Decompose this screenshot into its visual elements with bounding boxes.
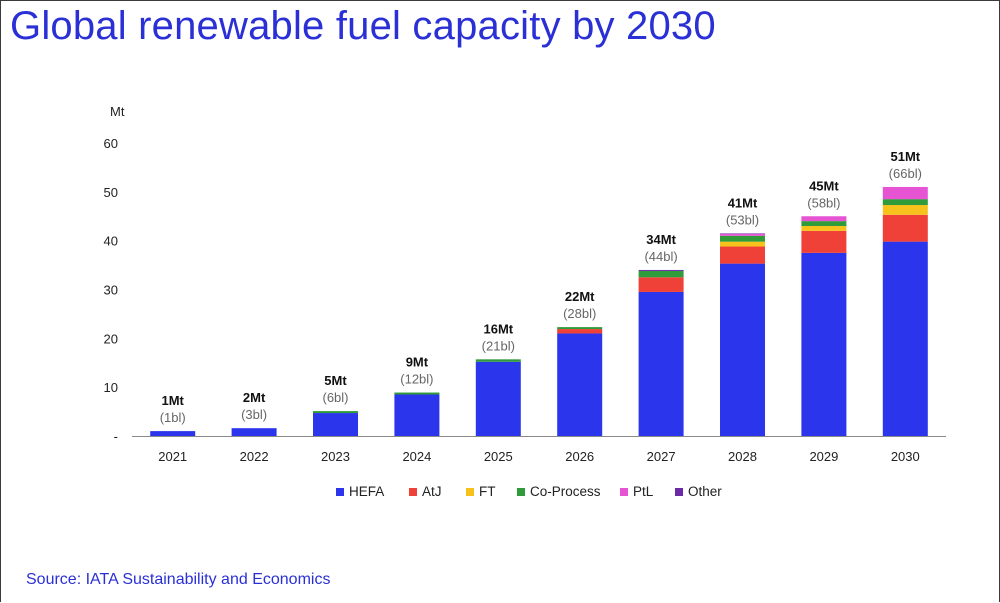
bar-total-label: 2Mt [243, 390, 266, 405]
bar-segment-atj [801, 230, 847, 253]
bar-total-label: 34Mt [646, 232, 676, 247]
bar-segment-hefa [638, 291, 684, 436]
legend: HEFA AtJ FT Co-Process PtL Other [336, 484, 722, 499]
bar-total-label: 51Mt [890, 149, 920, 164]
bars [150, 186, 928, 436]
bar-segment-hefa [557, 333, 603, 436]
x-tick-label: 2027 [647, 449, 676, 464]
legend-label: HEFA [349, 484, 384, 499]
x-tick-label: 2028 [728, 449, 757, 464]
legend-label: Other [688, 484, 722, 499]
legend-label: FT [479, 484, 496, 499]
bar-volume-label: (53bl) [726, 212, 759, 227]
data-labels: 1Mt (1bl) 2Mt (3bl) 5Mt (6bl) 9Mt (12bl) 16Mt (21… [160, 149, 922, 425]
bar-segment-atj [557, 329, 603, 334]
legend-label: Co-Process [530, 484, 601, 499]
bar-volume-label: (3bl) [241, 407, 267, 422]
y-axis: - 10 20 30 40 50 60 [104, 136, 118, 444]
bar-segment-co-process [801, 221, 847, 227]
bar-segment-co-process [394, 392, 440, 395]
bar-total-label: 45Mt [809, 178, 839, 193]
bar-segment-co-process [638, 270, 684, 278]
legend-swatch-hefa [336, 488, 344, 496]
bar-volume-label: (12bl) [400, 372, 433, 387]
x-tick-label: 2021 [158, 449, 187, 464]
bar-segment-other [720, 233, 765, 234]
bar-segment-hefa [150, 431, 196, 436]
x-tick-label: 2024 [402, 449, 431, 464]
bar-segment-hefa [882, 241, 928, 436]
bar-segment-co-process [475, 359, 521, 362]
y-tick-label: 50 [104, 185, 118, 200]
bar-segment-hefa [313, 413, 358, 436]
bar-volume-label: (28bl) [563, 306, 596, 321]
legend-swatch-ptl [620, 488, 628, 496]
legend-swatch-other [675, 488, 683, 496]
y-tick-label: 10 [104, 380, 118, 395]
bar-segment-ft [882, 205, 928, 215]
bar-segment-atj [720, 246, 765, 264]
source-note: Source: IATA Sustainability and Economic… [26, 571, 331, 588]
bar-volume-label: (1bl) [160, 410, 186, 425]
y-axis-unit-label: Mt [110, 104, 125, 119]
bar-volume-label: (66bl) [889, 166, 922, 181]
legend-swatch-ft [466, 488, 474, 496]
bar-volume-label: (44bl) [644, 249, 677, 264]
x-tick-label: 2025 [484, 449, 513, 464]
bar-segment-other [638, 269, 684, 271]
bar-volume-label: (21bl) [482, 338, 515, 353]
bar-segment-hefa [475, 361, 521, 436]
bar-volume-label: (58bl) [807, 195, 840, 210]
bar-total-label: 1Mt [162, 393, 185, 408]
y-tick-label: 60 [104, 136, 118, 151]
y-tick-label: 20 [104, 331, 118, 346]
x-tick-label: 2026 [565, 449, 594, 464]
x-tick-label: 2029 [809, 449, 838, 464]
bar-total-label: 41Mt [728, 195, 758, 210]
legend-label: AtJ [422, 484, 442, 499]
bar-segment-atj [882, 214, 928, 242]
bar-volume-label: (6bl) [322, 390, 348, 405]
bar-segment-ft [720, 241, 765, 247]
x-axis: 2021 2022 2023 2024 2025 2026 2027 2028 2029 2030 [132, 436, 946, 464]
bar-segment-ptl [801, 216, 847, 222]
bar-total-label: 5Mt [324, 373, 347, 388]
bar-segment-ptl [882, 186, 928, 200]
bar-total-label: 22Mt [565, 289, 595, 304]
legend-label: PtL [633, 484, 654, 499]
bar-total-label: 9Mt [406, 355, 429, 370]
bar-segment-co-process [720, 235, 765, 242]
bar-segment-hefa [801, 252, 847, 436]
bar-segment-hefa [720, 263, 765, 436]
legend-swatch-co-process [517, 488, 525, 496]
y-tick-label: - [114, 429, 118, 444]
bar-total-label: 16Mt [483, 321, 513, 336]
bar-segment-ft [801, 226, 847, 231]
y-tick-label: 40 [104, 234, 118, 249]
legend-swatch-atj [409, 488, 417, 496]
bar-segment-ptl [720, 233, 765, 236]
x-tick-label: 2022 [240, 449, 269, 464]
x-tick-label: 2023 [321, 449, 350, 464]
bar-segment-atj [638, 277, 684, 292]
bar-segment-co-process [557, 327, 603, 330]
page-title: Global renewable fuel capacity by 2030 [10, 4, 716, 48]
bar-segment-hefa [394, 394, 440, 436]
x-tick-label: 2030 [891, 449, 920, 464]
y-tick-label: 30 [104, 283, 118, 298]
bar-segment-hefa [231, 428, 277, 436]
bar-segment-co-process [882, 199, 928, 206]
bar-segment-co-process [313, 411, 358, 414]
